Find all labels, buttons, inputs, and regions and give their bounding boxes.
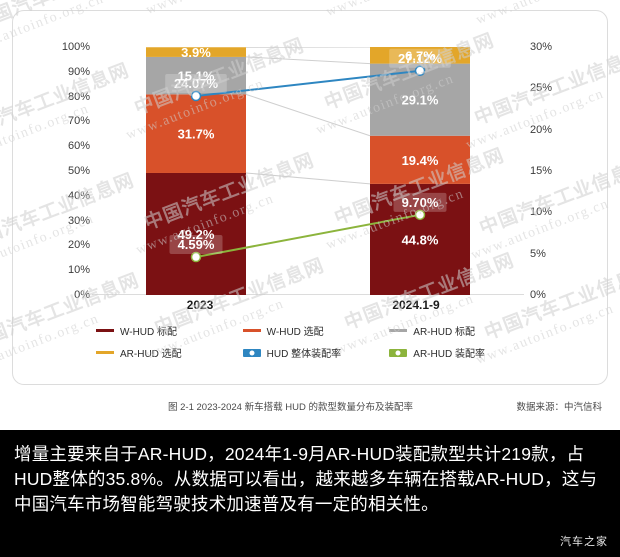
line-marker bbox=[190, 251, 202, 263]
bar-value-label: 3.9% bbox=[181, 47, 211, 60]
left-axis-tick: 90% bbox=[67, 65, 90, 78]
chart-card bbox=[12, 10, 608, 385]
line-marker bbox=[414, 65, 426, 77]
article-text-panel: 增量主要来自于AR-HUD，2024年1-9月AR-HUD装配款型共计219款，… bbox=[0, 430, 620, 557]
article-paragraph: 增量主要来自于AR-HUD，2024年1-9月AR-HUD装配款型共计219款，… bbox=[14, 444, 598, 514]
legend-label: W-HUD 选配 bbox=[266, 327, 324, 338]
left-axis-tick: 80% bbox=[67, 90, 90, 103]
line-label-pill bbox=[389, 48, 451, 68]
legend-item[interactable]: AR-HUD 装配率 bbox=[389, 345, 536, 360]
line-value-label: 4.59% bbox=[178, 237, 215, 252]
right-axis-tick: 20% bbox=[530, 123, 553, 136]
bar-value-label: 6.7% bbox=[405, 48, 435, 63]
left-axis-tick: 30% bbox=[67, 214, 90, 227]
right-axis-tick: 10% bbox=[530, 206, 553, 219]
bar-segment bbox=[146, 47, 246, 57]
right-axis-tick: 15% bbox=[530, 165, 553, 177]
bar-segment bbox=[146, 94, 246, 173]
line-marker bbox=[414, 209, 426, 221]
line-value-label: 24.07% bbox=[174, 76, 219, 91]
right-axis-tick: 0% bbox=[530, 289, 546, 301]
line-label-pill bbox=[393, 192, 447, 212]
right-axis-tick: 25% bbox=[530, 82, 553, 95]
site-watermark: 汽车之家 bbox=[560, 536, 608, 548]
line-value-label: 9.70% bbox=[402, 195, 439, 210]
bar-value-label: 15.1% bbox=[178, 69, 215, 84]
legend-item[interactable]: W-HUD 选配 bbox=[242, 323, 390, 338]
legend-swatch bbox=[389, 329, 408, 332]
legend-label: AR-HUD 标配 bbox=[413, 327, 475, 338]
bar-segment bbox=[146, 56, 246, 95]
legend-swatch bbox=[242, 348, 261, 357]
bar-segment bbox=[370, 183, 470, 295]
line-value-label: 27.12% bbox=[398, 51, 443, 66]
left-axis-tick: 60% bbox=[67, 140, 90, 153]
legend-label: AR-HUD 装配率 bbox=[413, 349, 485, 360]
left-axis-tick: 50% bbox=[67, 165, 90, 177]
legend-swatch bbox=[389, 348, 408, 357]
legend-item[interactable]: AR-HUD 选配 bbox=[96, 345, 243, 360]
left-axis-tick: 40% bbox=[67, 189, 90, 202]
legend-swatch bbox=[96, 351, 114, 354]
legend-swatch bbox=[242, 329, 261, 332]
legend-swatch bbox=[96, 329, 114, 332]
chart-svg: 49.2% 31.7% 15.1% 3.9% 44.8% 19.4% 29.1% 6.7% 24… bbox=[92, 47, 524, 295]
legend-item[interactable]: W-HUD 标配 bbox=[96, 323, 243, 338]
legend-item[interactable]: AR-HUD 标配 bbox=[389, 323, 536, 338]
left-axis-tick: 100% bbox=[61, 41, 90, 53]
bar-value-label: 29.1% bbox=[402, 93, 439, 108]
trend-line bbox=[195, 69, 421, 98]
line-marker bbox=[190, 90, 202, 102]
line-label-pill bbox=[165, 74, 227, 94]
category-label: 2024.1-9 bbox=[392, 298, 440, 312]
bar-value-label: 19.4% bbox=[402, 153, 439, 168]
bar-value-label: 31.7% bbox=[178, 127, 215, 142]
legend-label: W-HUD 标配 bbox=[120, 327, 178, 338]
bar-segment bbox=[370, 47, 470, 64]
chart-plot-area: 49.2% 31.7% 15.1% 3.9% 44.8% 19.4% 29.1% 6.7% 24… bbox=[92, 47, 524, 295]
left-axis-tick: 10% bbox=[67, 264, 90, 277]
bar-value-label: 44.8% bbox=[402, 232, 439, 247]
category-axis-labels: 2023 2024.1-9 bbox=[92, 298, 524, 312]
trend-line bbox=[195, 213, 421, 259]
line-label-pill bbox=[169, 235, 223, 255]
bar-value-label: 49.2% bbox=[178, 227, 215, 242]
bar-segment bbox=[370, 135, 470, 184]
bar-segment bbox=[146, 172, 246, 295]
watermark-text: 中国汽车工业信息网 bbox=[480, 0, 620, 5]
left-axis-tick: 70% bbox=[67, 115, 90, 128]
left-axis-tick: 0% bbox=[74, 289, 90, 301]
data-source-label: 数据来源：中汽信科 bbox=[516, 402, 602, 413]
legend-item[interactable]: HUD 整体装配率 bbox=[242, 345, 390, 360]
right-axis-tick: 5% bbox=[530, 247, 546, 260]
figure-caption: 图 2-1 2023-2024 新车搭载 HUD 的款型数量分布及装配率 bbox=[168, 402, 413, 413]
legend-label: AR-HUD 选配 bbox=[120, 349, 182, 360]
left-axis-tick: 20% bbox=[67, 239, 90, 252]
right-axis-tick: 30% bbox=[530, 41, 553, 53]
legend-label: HUD 整体装配率 bbox=[266, 349, 342, 360]
category-label: 2023 bbox=[186, 298, 214, 312]
chart-legend: W-HUD 标配 W-HUD 选配 AR-HUD 标配 AR-HUD 选配 HUD 整体… bbox=[96, 323, 536, 367]
